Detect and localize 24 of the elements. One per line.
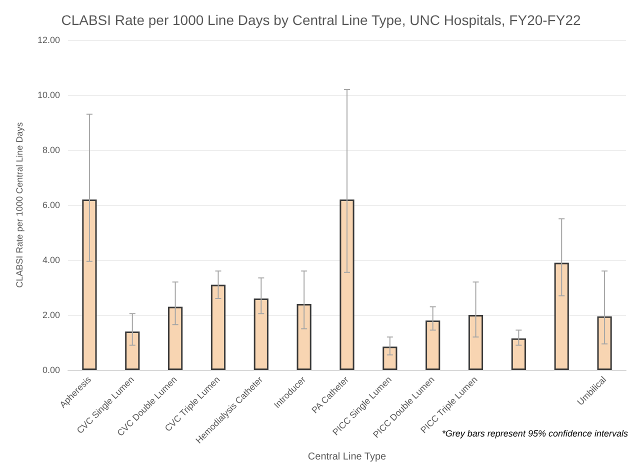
y-tick-label: 8.00 bbox=[42, 145, 60, 155]
y-tick-label: 12.00 bbox=[37, 35, 60, 45]
y-tick-label: 10.00 bbox=[37, 90, 60, 100]
x-axis-title: Central Line Type bbox=[308, 452, 387, 463]
y-tick-label: 6.00 bbox=[42, 200, 60, 210]
y-tick-label: 2.00 bbox=[42, 310, 60, 320]
bar bbox=[254, 298, 268, 370]
y-axis-title: CLABSI Rate per 1000 Central Line Days bbox=[14, 122, 24, 288]
bar bbox=[168, 306, 183, 370]
chart-title: CLABSI Rate per 1000 Line Days by Central Line Type, UNC Hospitals, FY20-FY22 bbox=[61, 12, 581, 28]
bar bbox=[597, 316, 612, 370]
bar bbox=[340, 200, 354, 370]
y-tick-label: 0.00 bbox=[42, 365, 60, 375]
bar bbox=[426, 320, 440, 370]
y-tick-label: 4.00 bbox=[42, 255, 60, 265]
bar bbox=[125, 332, 140, 370]
bar bbox=[554, 262, 569, 370]
bar bbox=[511, 338, 526, 370]
bar bbox=[296, 304, 312, 370]
text: *Grey bars represent 95% confidence intervals bbox=[442, 428, 628, 438]
bar bbox=[468, 315, 484, 370]
bar bbox=[210, 284, 226, 370]
bar bbox=[382, 346, 398, 370]
bar bbox=[82, 200, 97, 370]
